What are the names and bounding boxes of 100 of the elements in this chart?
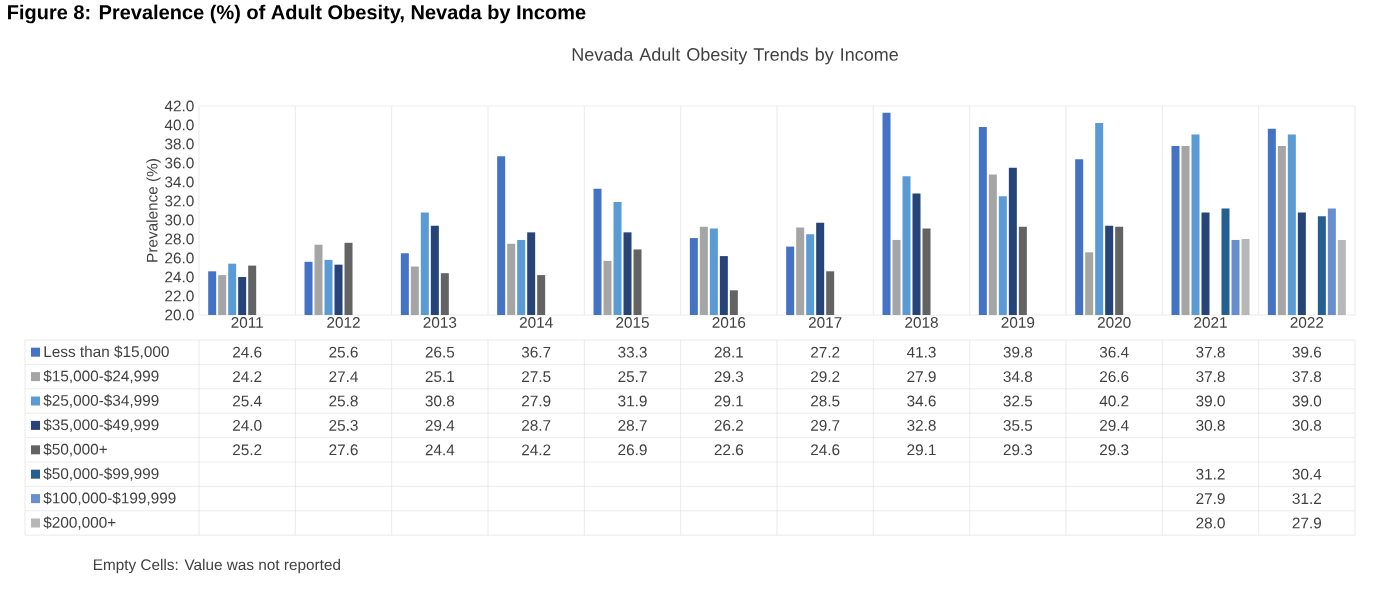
legend-label: $35,000-$49,999	[43, 418, 159, 433]
y-tick-label: 26.0	[165, 252, 194, 264]
legend-label: $200,000+	[43, 516, 116, 530]
x-tick-label: 2020	[1097, 317, 1131, 328]
data-label: 25.4	[233, 395, 262, 407]
data-label: 29.3	[714, 371, 744, 383]
x-tick-label: 2011	[231, 317, 263, 328]
x-tick-label: 2014	[519, 317, 553, 328]
data-label: 28.0	[1196, 517, 1225, 529]
data-label: 30.8	[1292, 419, 1322, 431]
data-label: 25.6	[329, 346, 358, 358]
y-tick-label: 22.0	[165, 290, 194, 302]
data-label: 36.7	[521, 346, 551, 358]
data-label: 27.9	[907, 371, 936, 383]
data-label: 28.7	[522, 419, 551, 431]
data-label: 29.1	[907, 444, 936, 456]
data-label: 22.6	[714, 444, 744, 456]
y-tick-label: 32.0	[165, 195, 194, 207]
data-label: 24.6	[233, 346, 262, 358]
data-label: 29.4	[1100, 419, 1129, 431]
data-label: 25.3	[329, 419, 358, 431]
data-label: 32.5	[1003, 395, 1033, 407]
data-label: 36.4	[1099, 346, 1129, 358]
data-label: 29.1	[714, 395, 744, 407]
data-label: 27.9	[522, 395, 551, 407]
data-label: 24.2	[522, 444, 551, 456]
data-label: 27.5	[522, 371, 551, 383]
y-tick-label: 36.0	[165, 157, 194, 169]
data-label: 33.3	[618, 346, 647, 358]
data-label: 34.6	[907, 395, 936, 407]
x-tick-label: 2016	[712, 317, 746, 328]
caption: Figure 8: Prevalence (%) of Adult Obesity, Nevada by Income	[8, 4, 586, 24]
y-tick-label: 30.0	[165, 214, 194, 226]
text: Empty Cells: Value was not reported	[93, 558, 340, 574]
data-label: 29.2	[811, 371, 840, 383]
data-label: 31.2	[1196, 468, 1225, 480]
y-axis-title: Prevalence (%)	[146, 159, 161, 262]
data-label: 25.7	[618, 371, 647, 383]
data-label: 32.8	[907, 419, 936, 431]
y-tick-label: 28.0	[165, 233, 194, 245]
data-label: 30.8	[425, 395, 455, 407]
data-label: 26.5	[425, 346, 455, 358]
data-label: 26.9	[618, 444, 647, 456]
x-tick-label: 2017	[808, 317, 842, 328]
data-label: 37.8	[1196, 371, 1225, 383]
data-label: 25.8	[329, 395, 358, 407]
data-label: 27.9	[1196, 493, 1225, 505]
data-label: 29.3	[1003, 444, 1033, 456]
x-tick-label: 2022	[1290, 317, 1324, 328]
data-label: 30.4	[1292, 468, 1322, 480]
data-label: 30.8	[1196, 419, 1225, 431]
data-label: 31.9	[618, 395, 647, 407]
data-label: 26.2	[714, 419, 743, 431]
legend-label: $50,000-$99,999	[43, 467, 159, 481]
data-label: 26.6	[1100, 371, 1129, 383]
y-tick-label: 34.0	[165, 176, 194, 188]
legend-label: $100,000-$199,999	[43, 491, 176, 506]
data-label: 24.0	[233, 419, 262, 431]
y-tick-label: 38.0	[165, 138, 194, 150]
data-label: 27.6	[329, 444, 358, 456]
data-label: 24.2	[233, 371, 262, 382]
x-tick-label: 2019	[1001, 317, 1035, 328]
legend-label: Less than $15,000	[44, 345, 169, 359]
data-label: 24.6	[811, 444, 840, 456]
data-label: 29.3	[1100, 444, 1129, 456]
data-label: 39.8	[1003, 346, 1033, 358]
data-label: 39.0	[1196, 395, 1225, 407]
y-tick-label: 42.0	[164, 100, 194, 112]
y-tick-label: 40.0	[164, 119, 194, 131]
data-label: 25.1	[425, 371, 455, 383]
data-label: 34.8	[1003, 371, 1033, 383]
x-tick-label: 2021	[1194, 317, 1227, 328]
data-label: 27.4	[329, 371, 358, 382]
data-label: 28.7	[618, 419, 647, 431]
data-label: 27.9	[1292, 517, 1322, 529]
data-label: 31.2	[1292, 493, 1321, 505]
data-label: 25.2	[233, 444, 262, 456]
legend-label: $50,000+	[43, 443, 107, 457]
x-tick-label: 2018	[905, 317, 938, 328]
data-label: 39.0	[1292, 395, 1322, 407]
x-tick-label: 2013	[423, 317, 457, 328]
y-tick-label: 20.0	[165, 309, 194, 321]
x-tick-label: 2012	[327, 317, 360, 328]
legend-label: $25,000-$34,999	[43, 394, 159, 408]
data-label: 29.4	[425, 419, 455, 431]
data-label: 37.8	[1196, 346, 1225, 358]
data-label: 28.1	[714, 346, 744, 358]
data-label: 37.8	[1292, 371, 1322, 383]
chart-title: Nevada Adult Obesity Trends by Income	[572, 47, 898, 65]
data-label: 28.5	[811, 395, 840, 407]
y-tick-label: 24.0	[165, 271, 194, 283]
x-tick-label: 2015	[616, 317, 649, 328]
data-label: 29.7	[811, 419, 840, 431]
legend-label: $15,000-$24,999	[43, 369, 159, 384]
data-label: 27.2	[811, 346, 840, 358]
data-label: 35.5	[1003, 419, 1033, 431]
data-label: 39.6	[1292, 346, 1322, 358]
data-label: 41.3	[906, 346, 936, 358]
data-label: 24.4	[425, 444, 455, 456]
data-label: 40.2	[1099, 395, 1129, 407]
